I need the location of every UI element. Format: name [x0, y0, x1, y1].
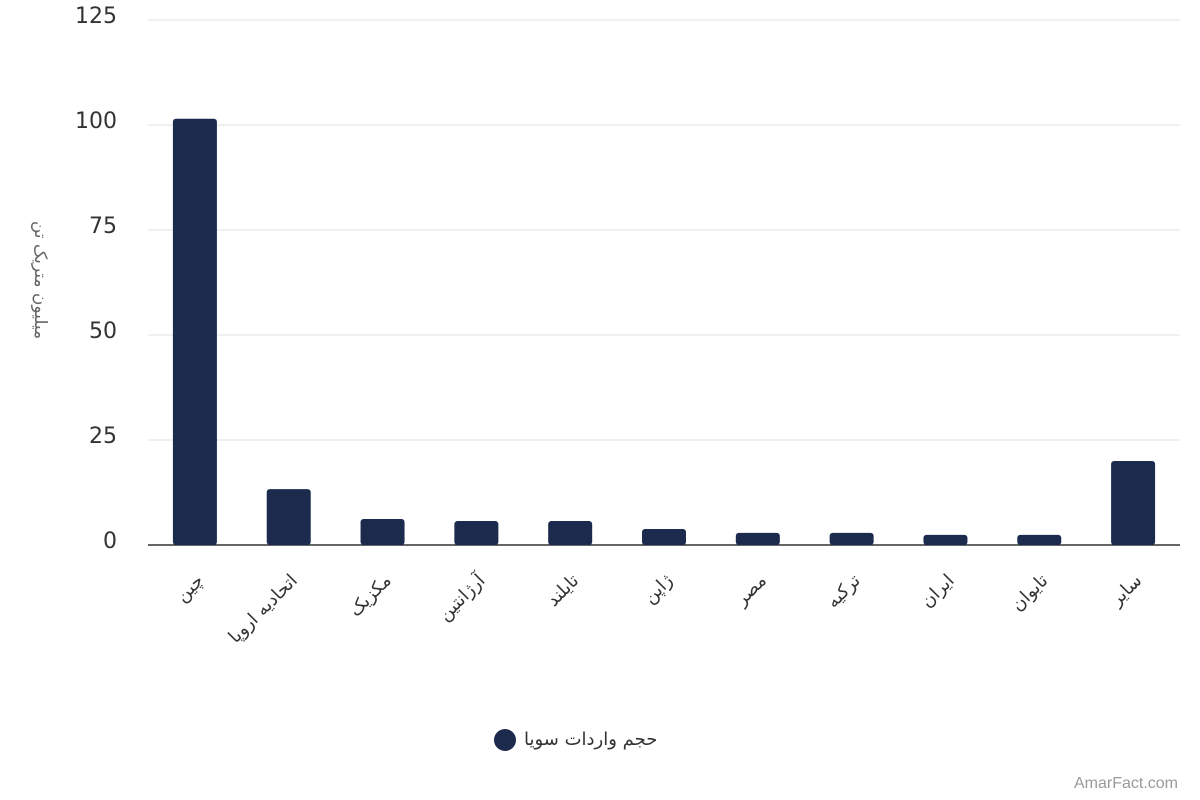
- bar: [360, 518, 405, 545]
- watermark: AmarFact.com: [1074, 775, 1178, 792]
- y-tick-label: 125: [75, 4, 117, 29]
- x-tick-label: اتحادیه اروپا: [224, 570, 301, 647]
- y-tick-label: 0: [103, 529, 117, 554]
- x-tick-label: تایلند: [543, 570, 584, 611]
- bar: [266, 489, 311, 545]
- x-tick-label: چین: [172, 570, 208, 606]
- bar: [548, 521, 593, 545]
- bar: [923, 534, 968, 545]
- bar: [1111, 461, 1156, 545]
- bar: [829, 532, 874, 545]
- y-tick-label: 25: [89, 424, 117, 449]
- bar: [172, 118, 217, 545]
- bar: [642, 529, 686, 545]
- x-tick-label: مصر: [730, 570, 770, 610]
- x-tick-label: سایر: [1105, 570, 1146, 611]
- bar: [1017, 534, 1062, 545]
- y-tick-label: 100: [75, 109, 117, 134]
- bar: [735, 532, 780, 545]
- bar: [454, 521, 499, 545]
- x-tick-label: ایران: [917, 570, 959, 612]
- y-tick-label: 75: [89, 214, 117, 239]
- x-tick-label: آرژانتین: [433, 568, 490, 625]
- x-tick-label: ترکیه: [823, 570, 865, 612]
- y-tick-label: 50: [89, 319, 117, 344]
- legend-marker: [494, 729, 516, 751]
- x-tick-label: مکزیک: [345, 570, 396, 621]
- y-axis-label: میلیون متریک تن: [30, 221, 50, 339]
- x-tick-label: ژاپن: [639, 570, 677, 608]
- x-tick-label: تایوان: [1007, 570, 1052, 615]
- legend-label[interactable]: حجم واردات سویا: [524, 729, 657, 750]
